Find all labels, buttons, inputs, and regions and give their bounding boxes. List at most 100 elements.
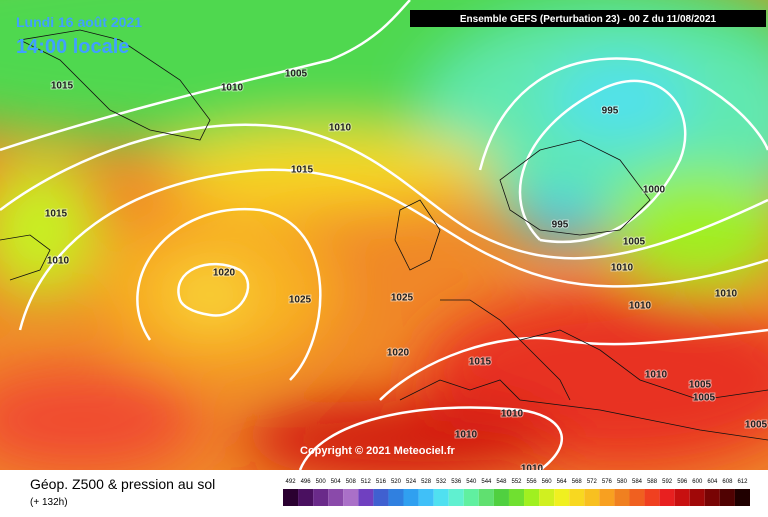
isobar-label: 1005 [693, 393, 716, 404]
isobar-label: 1005 [285, 69, 308, 80]
date: Lundi 16 août 2021 [16, 14, 142, 30]
coastlines [0, 29, 768, 441]
scale-swatch [358, 489, 374, 506]
scale-label: 612 [737, 479, 748, 485]
scale-swatch [734, 489, 750, 506]
scale-label: 560 [542, 479, 553, 485]
scale-swatch [599, 489, 615, 506]
scale-label: 556 [527, 479, 538, 485]
copyright: Copyright © 2021 Meteociel.fr [300, 445, 456, 457]
scale-label: 492 [286, 479, 297, 485]
isobar-label: 1015 [45, 209, 68, 220]
scale-label: 516 [376, 479, 387, 485]
isobar-label: 995 [552, 220, 569, 231]
scale-swatch [418, 489, 434, 506]
scale-label: 576 [602, 479, 613, 485]
scale-label: 508 [346, 479, 357, 485]
isobar-label: 1010 [329, 123, 352, 134]
scale-swatch [569, 489, 585, 506]
scale-swatch [463, 489, 479, 506]
scale-swatch [328, 489, 344, 506]
isobar-label: 1005 [623, 237, 646, 248]
scale-swatch [689, 489, 705, 506]
legend-title: Géop. Z500 & pression au sol [30, 476, 215, 492]
scale-label: 548 [496, 479, 507, 485]
local-time: 14:00 locale [16, 36, 129, 58]
scale-label: 504 [331, 479, 342, 485]
isobar-label: 1025 [289, 295, 312, 306]
scale-label: 524 [406, 479, 417, 485]
scale-swatch [448, 489, 464, 506]
isobar-labels: 1015 1010 1005 1010 1015 1015 1010 1020 1025 1025… [44, 68, 768, 476]
scale-swatch [719, 489, 735, 506]
scale-label: 608 [722, 479, 733, 485]
scale-swatch [388, 489, 404, 506]
scale-label: 512 [361, 479, 372, 485]
scale-label: 592 [662, 479, 673, 485]
scale-label: 540 [466, 479, 477, 485]
scale-swatch [659, 489, 675, 506]
scale-label: 580 [617, 479, 628, 485]
scale-swatch [704, 489, 720, 506]
isobar-label: 1010 [455, 430, 478, 441]
isobar-label: 1010 [715, 289, 738, 300]
scale-swatch [493, 489, 509, 506]
isobar-label: 1000 [643, 185, 666, 196]
scale-swatch [584, 489, 600, 506]
scale-swatch [629, 489, 645, 506]
field [0, 0, 768, 480]
isobar-label: 1010 [611, 263, 634, 274]
scale-swatch [524, 489, 540, 506]
isobar-label: 1010 [645, 370, 668, 381]
scale-label: 572 [587, 479, 598, 485]
isobar-label: 995 [602, 106, 619, 117]
isobars [0, 0, 768, 401]
scale-label: 532 [436, 479, 447, 485]
lead-time: (+ 132h) [30, 497, 68, 508]
scale-swatch [433, 489, 449, 506]
scale-label: 604 [707, 479, 718, 485]
isobar-label: 1010 [221, 83, 244, 94]
isobar-label: 1020 [387, 348, 410, 359]
scale-label: 568 [572, 479, 583, 485]
scale-label: 596 [677, 479, 688, 485]
run-banner [410, 10, 766, 27]
scale-swatch [283, 489, 299, 506]
scale-swatch [343, 489, 359, 506]
color-scale: 492 496 500 504 508 512 516 520 524 528 532 536 540 5… [283, 479, 750, 506]
scale-label: 536 [451, 479, 462, 485]
scale-swatch [403, 489, 419, 506]
scale-swatch [508, 489, 525, 506]
scale-swatch [644, 489, 660, 506]
scale-label: 544 [481, 479, 492, 485]
isobar-label: 1010 [47, 256, 70, 267]
scale-swatch [674, 489, 690, 506]
scale-label: 600 [692, 479, 703, 485]
isobar-label: 1015 [51, 81, 74, 92]
isobar-label: 1015 [291, 165, 314, 176]
scale-label: 500 [316, 479, 327, 485]
scale-swatch [373, 489, 389, 506]
scale-swatch [298, 489, 314, 506]
isobar-label: 1005 [745, 420, 768, 431]
scale-swatch [313, 489, 329, 506]
isobar-label: 1015 [469, 357, 492, 368]
scale-label: 528 [421, 479, 432, 485]
run-info: Ensemble GEFS (Perturbation 23) - 00 Z d… [460, 14, 717, 25]
isobar-label: 1010 [629, 301, 652, 312]
scale-swatch [614, 489, 630, 506]
isobar-label: 1005 [689, 380, 712, 391]
scale-swatch [478, 489, 494, 506]
scale-label: 552 [511, 479, 522, 485]
isobar-label: 1025 [391, 293, 414, 304]
isobar-label: 1020 [213, 268, 236, 279]
scale-label: 520 [391, 479, 402, 485]
scale-label: 584 [632, 479, 643, 485]
isobar-label: 1010 [501, 409, 524, 420]
scale-label: 564 [557, 479, 568, 485]
scale-label: 496 [301, 479, 312, 485]
scale-swatch [554, 489, 570, 506]
scale-label: 588 [647, 479, 658, 485]
scale-swatch [539, 489, 555, 506]
